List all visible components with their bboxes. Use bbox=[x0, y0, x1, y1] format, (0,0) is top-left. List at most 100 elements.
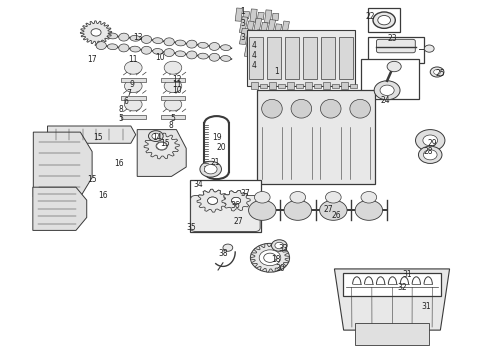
Text: 4: 4 bbox=[251, 61, 256, 70]
FancyBboxPatch shape bbox=[377, 39, 416, 53]
Circle shape bbox=[290, 192, 306, 203]
Text: 24: 24 bbox=[380, 96, 390, 105]
Polygon shape bbox=[332, 84, 339, 87]
Polygon shape bbox=[33, 187, 87, 230]
Text: 13: 13 bbox=[133, 33, 143, 42]
Text: 28: 28 bbox=[423, 148, 433, 156]
Text: 4: 4 bbox=[251, 50, 256, 59]
Bar bbox=[321, 37, 335, 79]
Ellipse shape bbox=[198, 53, 208, 59]
Polygon shape bbox=[247, 21, 254, 30]
Ellipse shape bbox=[130, 46, 140, 52]
Polygon shape bbox=[265, 10, 272, 23]
Polygon shape bbox=[250, 9, 257, 22]
Polygon shape bbox=[257, 12, 264, 20]
Circle shape bbox=[152, 133, 160, 139]
Text: 29: 29 bbox=[427, 139, 437, 148]
Polygon shape bbox=[33, 132, 92, 197]
Text: 31: 31 bbox=[421, 302, 431, 311]
Polygon shape bbox=[239, 17, 248, 33]
Circle shape bbox=[200, 161, 221, 177]
Polygon shape bbox=[285, 33, 294, 49]
Circle shape bbox=[325, 192, 341, 203]
Bar bbox=[361, 59, 419, 99]
Polygon shape bbox=[283, 48, 291, 57]
Circle shape bbox=[264, 253, 276, 262]
Text: 5: 5 bbox=[118, 114, 123, 123]
Polygon shape bbox=[278, 84, 285, 87]
Polygon shape bbox=[274, 24, 282, 33]
Circle shape bbox=[208, 197, 218, 204]
Circle shape bbox=[124, 61, 142, 74]
Polygon shape bbox=[272, 13, 279, 21]
Text: 38: 38 bbox=[219, 249, 228, 258]
Text: 3: 3 bbox=[240, 33, 245, 42]
Polygon shape bbox=[296, 84, 303, 87]
Bar bbox=[247, 30, 355, 85]
Ellipse shape bbox=[164, 38, 174, 46]
Text: 10: 10 bbox=[155, 53, 165, 62]
Ellipse shape bbox=[153, 49, 163, 54]
Text: 9: 9 bbox=[130, 80, 135, 89]
Text: 10: 10 bbox=[172, 86, 182, 95]
Circle shape bbox=[275, 242, 284, 249]
Text: 12: 12 bbox=[172, 75, 182, 84]
Text: 8: 8 bbox=[168, 122, 173, 130]
Circle shape bbox=[271, 240, 287, 251]
Bar bbox=[161, 78, 185, 82]
Polygon shape bbox=[255, 30, 264, 46]
Polygon shape bbox=[222, 190, 250, 211]
Polygon shape bbox=[350, 84, 357, 87]
Text: 25: 25 bbox=[435, 69, 445, 78]
Ellipse shape bbox=[107, 33, 118, 39]
Ellipse shape bbox=[130, 35, 140, 41]
Ellipse shape bbox=[96, 42, 106, 50]
Circle shape bbox=[434, 69, 441, 75]
Circle shape bbox=[148, 131, 163, 141]
Bar bbox=[339, 37, 353, 79]
Circle shape bbox=[157, 142, 167, 150]
Bar bbox=[368, 37, 424, 63]
Bar bbox=[267, 37, 281, 79]
Polygon shape bbox=[270, 31, 279, 48]
Text: 1: 1 bbox=[274, 68, 279, 77]
Ellipse shape bbox=[164, 49, 174, 57]
Polygon shape bbox=[257, 57, 265, 66]
Bar bbox=[249, 37, 263, 79]
Ellipse shape bbox=[350, 99, 370, 118]
Polygon shape bbox=[249, 52, 258, 69]
Bar bbox=[121, 78, 146, 82]
Ellipse shape bbox=[320, 99, 341, 118]
Circle shape bbox=[231, 197, 241, 204]
Ellipse shape bbox=[175, 51, 186, 57]
Polygon shape bbox=[80, 21, 112, 44]
Bar bbox=[303, 37, 317, 79]
Text: 6: 6 bbox=[124, 97, 129, 106]
Circle shape bbox=[373, 12, 395, 28]
Ellipse shape bbox=[153, 38, 163, 44]
Text: 3: 3 bbox=[240, 19, 245, 28]
Text: 23: 23 bbox=[387, 34, 397, 43]
Ellipse shape bbox=[141, 36, 151, 44]
Circle shape bbox=[204, 165, 217, 174]
Circle shape bbox=[124, 98, 142, 111]
Polygon shape bbox=[267, 19, 275, 36]
Polygon shape bbox=[222, 190, 250, 211]
Text: 17: 17 bbox=[87, 55, 97, 63]
Circle shape bbox=[424, 45, 434, 52]
Polygon shape bbox=[314, 84, 321, 87]
Polygon shape bbox=[260, 42, 269, 58]
Circle shape bbox=[259, 250, 281, 266]
Bar bbox=[343, 273, 441, 296]
Circle shape bbox=[164, 98, 182, 111]
FancyBboxPatch shape bbox=[191, 195, 260, 231]
Text: 16: 16 bbox=[98, 191, 108, 199]
Text: 15: 15 bbox=[87, 175, 97, 184]
Text: 21: 21 bbox=[211, 158, 220, 167]
Polygon shape bbox=[260, 84, 267, 87]
Bar bbox=[368, 9, 400, 32]
Ellipse shape bbox=[220, 55, 231, 61]
Text: 35: 35 bbox=[186, 223, 196, 232]
Ellipse shape bbox=[119, 44, 129, 52]
Polygon shape bbox=[269, 82, 276, 89]
